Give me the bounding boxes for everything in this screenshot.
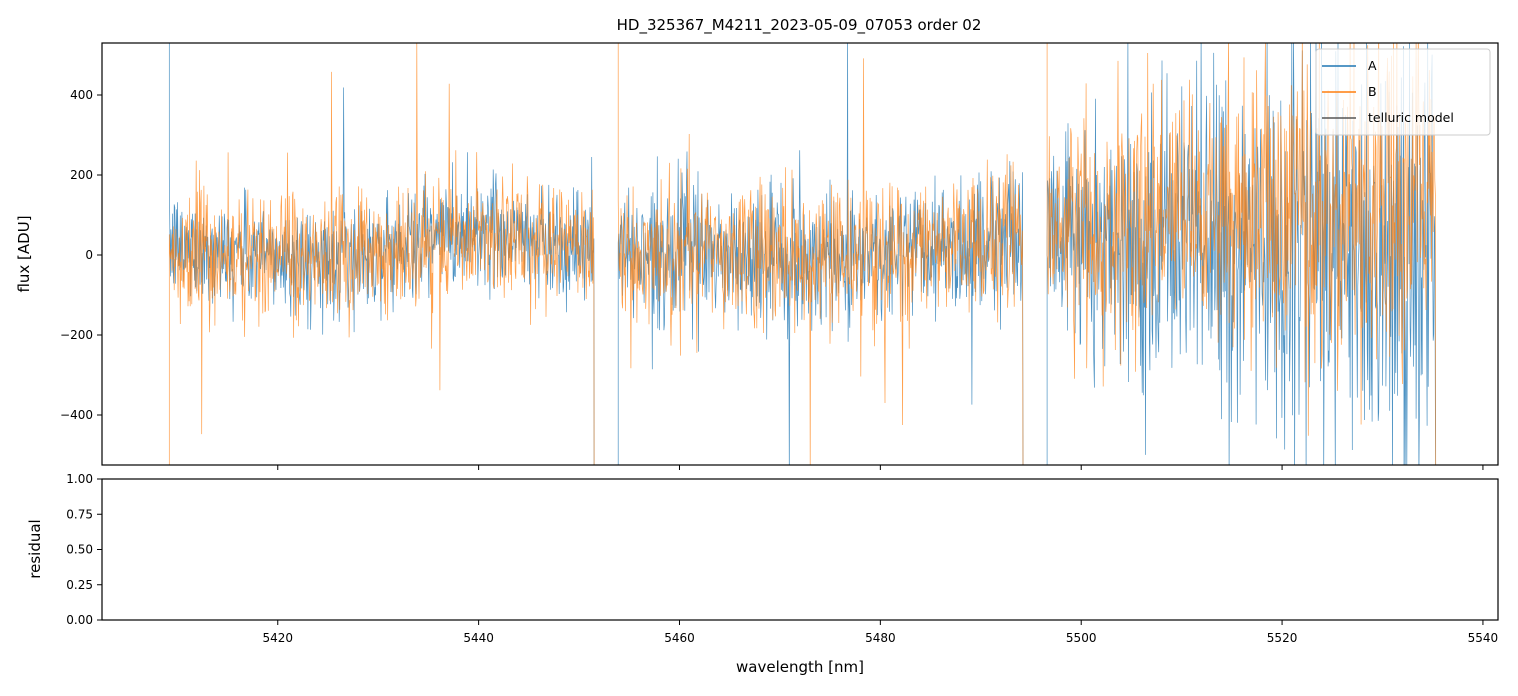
legend-box xyxy=(1315,48,1491,136)
legend-label-a: A xyxy=(1368,58,1377,73)
residual-x-tick-label: 5420 xyxy=(262,631,293,645)
residual-y-tick-label: 0.00 xyxy=(66,613,93,627)
residual-x-tick-label: 5500 xyxy=(1066,631,1097,645)
residual-panel: 0.00 0.25 0.50 0.75 1.00 5420 5440 5460 5480 550… xyxy=(26,472,1499,676)
residual-y-tick-label: 0.75 xyxy=(66,507,93,521)
legend-entry-a: A xyxy=(1322,58,1377,73)
residual-x-tick-label: 5540 xyxy=(1468,631,1499,645)
series-b-line-segment-1 xyxy=(168,43,595,465)
legend: A B telluric model xyxy=(1315,48,1491,136)
legend-label-b: B xyxy=(1368,84,1377,99)
main-y-tick-label: −400 xyxy=(60,408,93,422)
residual-y-axis-label: residual xyxy=(26,519,44,578)
chart-title: HD_325367_M4211_2023-05-09_07053 order 0… xyxy=(617,16,982,35)
main-y-axis: −400 −200 0 200 400 xyxy=(60,88,102,422)
residual-x-tick-label: 5480 xyxy=(865,631,896,645)
residual-y-tick-label: 0.25 xyxy=(66,578,93,592)
main-panel: −400 −200 0 200 400 flux [ADU] A B telluric … xyxy=(15,42,1499,470)
main-axes-frame xyxy=(101,42,1499,466)
residual-y-axis: 0.00 0.25 0.50 0.75 1.00 xyxy=(66,472,102,627)
x-axis-label: wavelength [nm] xyxy=(736,658,864,676)
legend-entry-b: B xyxy=(1322,84,1377,99)
series-b-line-segment-3 xyxy=(1046,43,1437,465)
residual-x-axis: 5420 5440 5460 5480 5500 5520 5540 xyxy=(262,620,1498,645)
residual-axes-frame xyxy=(101,478,1499,621)
series-a-line-segment-2 xyxy=(617,43,1024,465)
legend-entry-telluric-model: telluric model xyxy=(1322,110,1454,125)
series-b-line-segment-2 xyxy=(617,43,1024,465)
residual-x-tick-label: 5440 xyxy=(463,631,494,645)
legend-label-telluric-model: telluric model xyxy=(1368,110,1454,125)
residual-x-tick-label: 5520 xyxy=(1267,631,1298,645)
residual-x-tick-label: 5460 xyxy=(664,631,695,645)
main-y-axis-label: flux [ADU] xyxy=(15,215,33,292)
residual-y-tick-label: 0.50 xyxy=(66,543,93,557)
main-y-tick-label: 200 xyxy=(70,168,93,182)
main-x-axis xyxy=(277,465,1484,470)
main-plot-area xyxy=(168,43,1437,465)
main-y-tick-label: −200 xyxy=(60,328,93,342)
residual-y-tick-label: 1.00 xyxy=(66,472,93,486)
main-y-tick-label: 400 xyxy=(70,88,93,102)
main-y-tick-label: 0 xyxy=(85,248,93,262)
